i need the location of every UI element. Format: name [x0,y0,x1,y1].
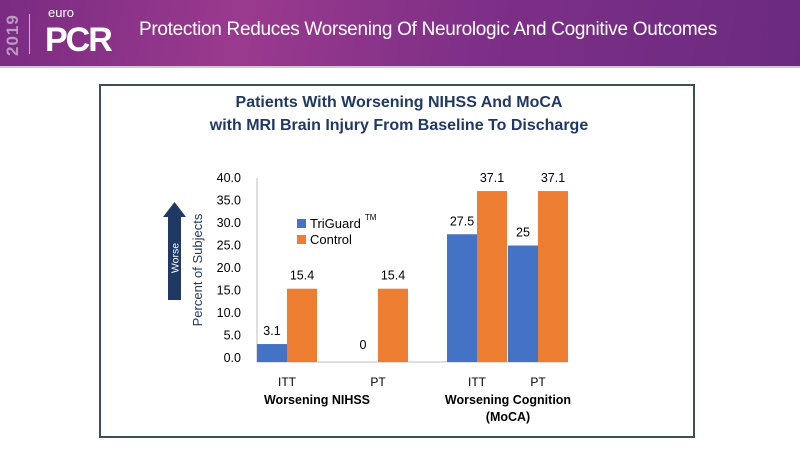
y-tick-label: 10.0 [217,306,241,320]
bar-control-1 [378,288,408,362]
bar-control-3 [538,191,568,362]
bar-triguard-3 [508,245,538,362]
legend-superscript: TM [365,213,377,222]
data-label-control-1: 15.4 [381,269,405,283]
logo-pcr: PCR [45,21,113,59]
logo-euro: euro [48,5,75,20]
header-divider [0,66,800,68]
legend-label-triguard: TriGuard [310,216,361,231]
data-label-control-0: 15.4 [290,269,314,283]
data-label-control-3: 37.1 [541,171,565,185]
worse-arrow-shaft [168,216,181,300]
bar-control-0 [287,288,317,362]
x-tick-label: PT [530,375,546,389]
bar-triguard-0 [257,344,287,362]
data-label-triguard-0: 3.1 [263,324,280,338]
data-label-triguard-1: 0 [360,338,367,352]
worse-arrow-icon [163,202,186,217]
page-title: Protection Reduces Worsening Of Neurolog… [139,19,717,40]
y-axis-label: Percent of Subjects [190,213,205,326]
bar-triguard-2 [447,234,477,362]
y-tick-label: 35.0 [217,194,241,208]
data-label-triguard-2: 27.5 [450,214,474,228]
data-label-control-2: 37.1 [480,171,504,185]
y-tick-label: 0.0 [224,351,241,365]
chart-title-line2: with MRI Brain Injury From Baseline To D… [209,117,589,134]
x-tick-label: ITT [468,375,487,389]
group-label-nihss: Worsening NIHSS [264,393,370,407]
legend-swatch-triguard [297,219,306,228]
y-tick-label: 15.0 [217,284,241,298]
group-label-cognition: Worsening Cognition [445,393,571,407]
bar-control-2 [477,191,507,362]
group-sublabel-cognition: (MoCA) [486,410,530,424]
y-tick-label: 20.0 [217,261,241,275]
x-tick-label: ITT [278,375,297,389]
legend-swatch-control [297,235,306,244]
worse-arrow-label: Worse [170,243,182,273]
x-tick-label: PT [370,375,386,389]
data-label-triguard-3: 25 [516,226,530,240]
logo-separator [29,14,30,54]
chart-title-line1: Patients With Worsening NIHSS And MoCA [235,94,563,111]
y-tick-label: 5.0 [224,329,241,343]
legend-label-control: Control [310,232,352,247]
y-tick-label: 30.0 [217,216,241,230]
chart-frame [99,84,695,438]
y-tick-label: 25.0 [217,239,241,253]
y-tick-label: 40.0 [217,171,241,185]
header-banner [0,0,800,66]
